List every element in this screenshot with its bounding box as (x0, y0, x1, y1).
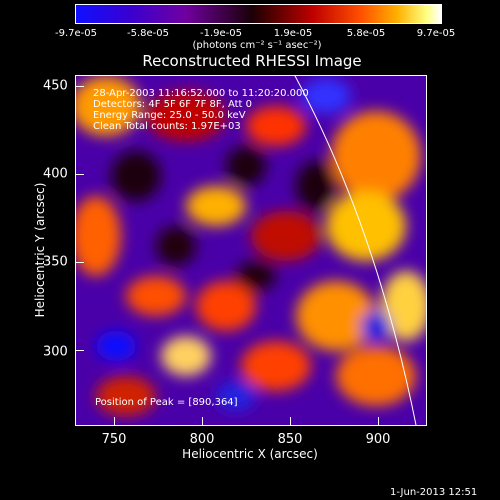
y-tick (76, 350, 84, 351)
x-tick-label: 800 (189, 432, 215, 447)
x-tick (202, 417, 203, 425)
x-tick-label: 850 (277, 432, 303, 447)
rhessi-image (76, 76, 426, 425)
y-tick (76, 174, 84, 175)
info-detectors: Detectors: 4F 5F 6F 7F 8F, Att 0 (93, 99, 253, 110)
info-energy-range: Energy Range: 25.0 - 50.0 keV (93, 110, 246, 121)
peak-position: Position of Peak = [890,364] (95, 397, 238, 408)
y-tick-label: 450 (43, 78, 68, 94)
date-stamp: 1-Jun-2013 12:51 (390, 487, 478, 498)
colorbar-label: 5.8e-05 (346, 28, 386, 39)
y-tick-label: 350 (43, 254, 68, 270)
colorbar-label: 9.7e-05 (416, 28, 456, 39)
colorbar-label: -5.8e-05 (127, 28, 169, 39)
x-tick (378, 417, 379, 425)
y-tick-label: 400 (43, 166, 68, 182)
y-axis-label: Heliocentric Y (arcsec) (33, 182, 47, 318)
info-time-range: 28-Apr-2003 11:16:52.000 to 11:20:20.000 (93, 88, 309, 99)
colorbar-label: -9.7e-05 (55, 28, 97, 39)
x-tick (114, 417, 115, 425)
y-tick-label: 300 (43, 344, 68, 360)
image-plot: 28-Apr-2003 11:16:52.000 to 11:20:20.000… (75, 75, 427, 426)
colorbar (75, 4, 442, 24)
plot-title: Reconstructed RHESSI Image (142, 52, 362, 70)
x-axis-label: Heliocentric X (arcsec) (182, 447, 318, 461)
colorbar-units: (photons cm⁻² s⁻¹ asec⁻²) (192, 40, 322, 51)
info-total-counts: Clean Total counts: 1.97E+03 (93, 121, 241, 132)
colorbar-label: 1.9e-05 (273, 28, 313, 39)
y-tick (76, 86, 84, 87)
x-tick-label: 900 (365, 432, 391, 447)
x-tick-label: 750 (101, 432, 127, 447)
y-tick (76, 262, 84, 263)
colorbar-label: -1.9e-05 (200, 28, 242, 39)
x-tick (290, 417, 291, 425)
